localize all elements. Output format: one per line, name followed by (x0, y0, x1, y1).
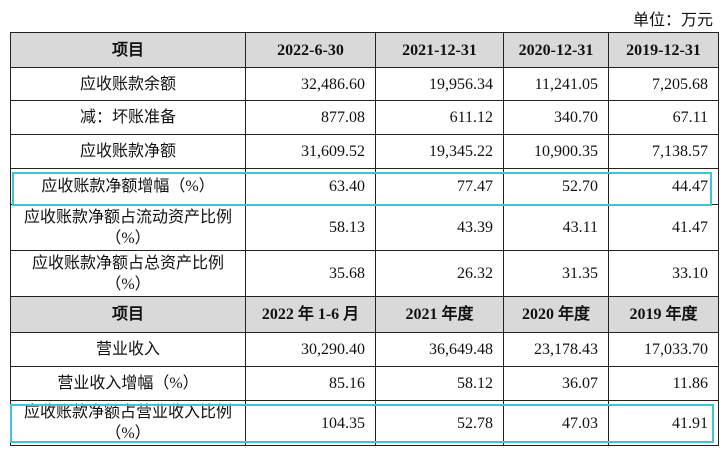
label-cell: 营业收入 (10, 332, 246, 367)
value-cell: 36,649.48 (375, 332, 504, 367)
value-cell: 340.70 (503, 100, 609, 135)
label-cell: 应收账款余额 (10, 67, 246, 101)
label-cell: 应收账款净额 (10, 134, 246, 169)
label-cell: 应收账款净额占营业收入比例（%） (10, 400, 246, 446)
header-cell: 2022 年 1-6 月 (245, 296, 376, 333)
value-cell: 611.12 (375, 100, 504, 135)
header-cell: 2022-6-30 (245, 32, 376, 68)
label-cell: 营业收入增幅（%） (10, 366, 246, 401)
value-cell: 63.40 (245, 168, 376, 205)
value-cell: 33.10 (608, 250, 719, 297)
unit-label: 单位：万元 (632, 12, 713, 29)
header-cell: 项目 (10, 32, 246, 68)
header-row: 项目 2022-6-30 2021-12-31 2020-12-31 2019-12-3… (10, 32, 719, 68)
highlight-box (12, 172, 712, 206)
header-cell: 2020-12-31 (503, 32, 609, 68)
header-cell: 项目 (10, 296, 246, 333)
value-cell: 31.35 (503, 250, 609, 297)
value-cell: 41.47 (608, 204, 719, 251)
header-cell: 2021 年度 (375, 296, 504, 333)
value-cell: 7,138.57 (608, 134, 719, 169)
header-row: 项目 2022 年 1-6 月 2021 年度 2020 年度 2019 年度 (10, 296, 719, 333)
label-cell: 减：坏账准备 (10, 100, 246, 135)
table-row: 应收账款净额 31,609.52 19,345.22 10,900.35 7,138.5… (10, 134, 719, 169)
header-cell: 2021-12-31 (375, 32, 504, 68)
value-cell: 17,033.70 (608, 332, 719, 367)
data-table: 项目 2022-6-30 2021-12-31 2020-12-31 2019-12-3… (10, 32, 719, 446)
value-cell: 19,956.34 (375, 67, 504, 101)
table-row: 应收账款净额增幅（%） 63.40 77.47 52.70 44.47 (10, 168, 719, 205)
value-cell: 11,241.05 (503, 67, 609, 101)
value-cell: 26.32 (375, 250, 504, 297)
value-cell: 35.68 (245, 250, 376, 297)
value-cell: 23,178.43 (503, 332, 609, 367)
value-cell: 67.11 (608, 100, 719, 135)
value-cell: 877.08 (245, 100, 376, 135)
header-cell: 2019 年度 (608, 296, 719, 333)
value-cell: 104.35 (245, 400, 376, 446)
value-cell: 30,290.40 (245, 332, 376, 367)
value-cell: 32,486.60 (245, 67, 376, 101)
label-cell: 应收账款净额占流动资产比例（%） (10, 204, 246, 251)
label-cell: 应收账款净额增幅（%） (10, 168, 246, 205)
table-row: 应收账款净额占流动资产比例（%） 58.13 43.39 43.11 41.47 (10, 204, 719, 251)
header-cell: 2020 年度 (503, 296, 609, 333)
table-row: 应收账款净额占营业收入比例（%） 104.35 52.78 47.03 41.91 (10, 400, 719, 446)
table-row: 营业收入增幅（%） 85.16 58.12 36.07 11.86 (10, 366, 719, 401)
value-cell: 7,205.68 (608, 67, 719, 101)
value-cell: 41.91 (608, 400, 719, 446)
value-cell: 43.39 (375, 204, 504, 251)
value-cell: 85.16 (245, 366, 376, 401)
value-cell: 44.47 (608, 168, 719, 205)
value-cell: 11.86 (608, 366, 719, 401)
value-cell: 36.07 (503, 366, 609, 401)
value-cell: 58.12 (375, 366, 504, 401)
value-cell: 10,900.35 (503, 134, 609, 169)
table-row: 减：坏账准备 877.08 611.12 340.70 67.11 (10, 100, 719, 135)
value-cell: 52.78 (375, 400, 504, 446)
highlight-box (10, 404, 714, 443)
table-row: 应收账款净额占总资产比例（%） 35.68 26.32 31.35 33.10 (10, 250, 719, 297)
table-row: 营业收入 30,290.40 36,649.48 23,178.43 17,033.70 (10, 332, 719, 367)
value-cell: 43.11 (503, 204, 609, 251)
value-cell: 58.13 (245, 204, 376, 251)
header-cell: 2019-12-31 (608, 32, 719, 68)
value-cell: 19,345.22 (375, 134, 504, 169)
label-cell: 应收账款净额占总资产比例（%） (10, 250, 246, 297)
value-cell: 47.03 (503, 400, 609, 446)
value-cell: 52.70 (503, 168, 609, 205)
value-cell: 31,609.52 (245, 134, 376, 169)
table-row: 应收账款余额 32,486.60 19,956.34 11,241.05 7,205.6… (10, 67, 719, 101)
